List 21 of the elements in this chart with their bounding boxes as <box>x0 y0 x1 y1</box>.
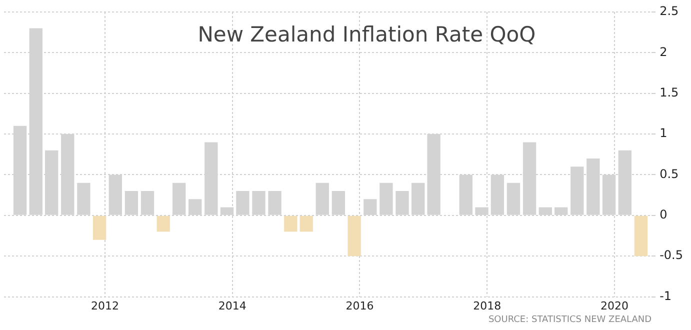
bar <box>284 216 298 232</box>
y-tick-label: 2 <box>660 44 668 59</box>
y-tick-label: 1.5 <box>660 85 679 100</box>
x-tick-label: 2020 <box>600 299 628 312</box>
bar <box>634 216 648 256</box>
y-tick-label: -1 <box>660 288 672 303</box>
bar <box>348 216 361 256</box>
y-tick-label: 0.5 <box>660 166 679 181</box>
y-tick-label: -0.5 <box>660 248 684 262</box>
y-tick-label: 0 <box>660 208 668 222</box>
y-tick-label: 2.5 <box>660 4 679 18</box>
source-note: SOURCE: STATISTICS NEW ZEALAND <box>488 314 652 325</box>
bar <box>300 216 313 232</box>
x-tick-label: 2018 <box>473 299 502 312</box>
text: New Zealand Inflation Rate QoQ <box>198 22 536 46</box>
bar <box>156 216 170 232</box>
x-tick-label: 2016 <box>346 299 374 312</box>
x-tick-label: 2014 <box>218 299 246 312</box>
bar <box>92 216 106 240</box>
x-tick-label: 2012 <box>90 299 119 312</box>
y-tick-label: 1 <box>660 126 668 140</box>
